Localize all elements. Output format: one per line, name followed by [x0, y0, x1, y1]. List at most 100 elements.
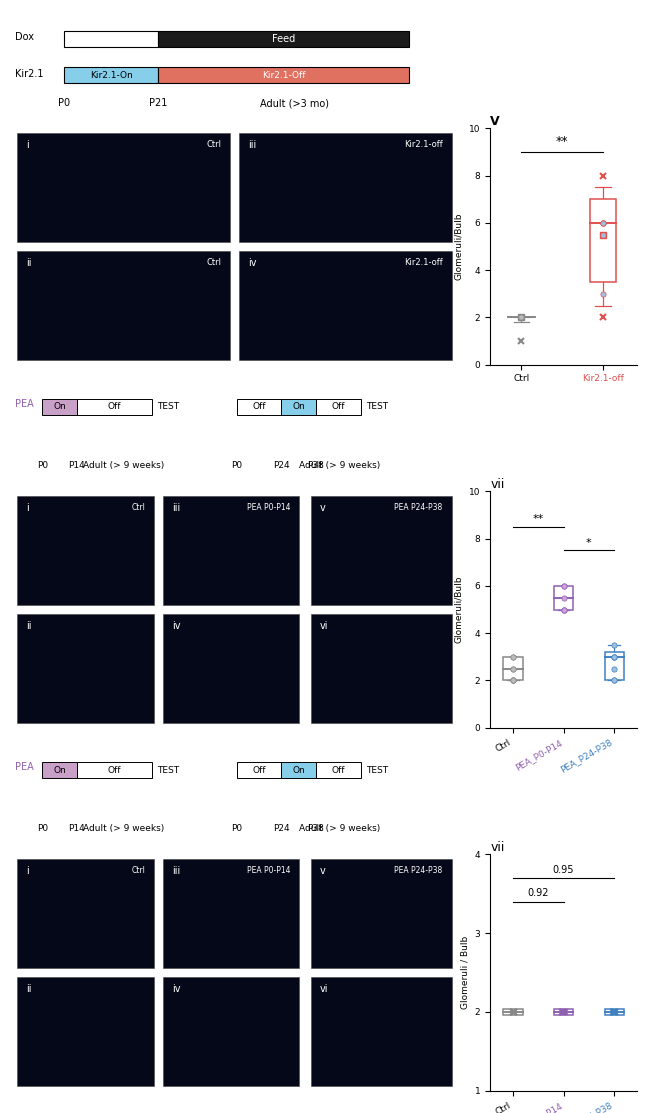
Bar — [503, 657, 523, 680]
Text: Off: Off — [108, 403, 122, 412]
Bar — [604, 1008, 624, 1015]
Bar — [64, 30, 159, 47]
Text: On: On — [292, 766, 305, 775]
Y-axis label: Glomeruli / Bulb: Glomeruli / Bulb — [460, 936, 469, 1009]
Text: iv: iv — [172, 984, 180, 994]
Text: P24: P24 — [273, 461, 290, 471]
Text: P14: P14 — [68, 825, 85, 834]
Text: **: ** — [532, 514, 544, 524]
Text: PEA P0-P14: PEA P0-P14 — [247, 866, 291, 875]
Text: 0.92: 0.92 — [528, 888, 549, 898]
Text: On: On — [53, 403, 66, 412]
Bar — [42, 400, 77, 415]
Text: Off: Off — [332, 403, 345, 412]
Text: vi: vi — [320, 621, 328, 631]
Text: P14: P14 — [68, 461, 85, 471]
Text: Ctrl: Ctrl — [206, 258, 221, 267]
Bar — [281, 400, 316, 415]
Text: TEST: TEST — [366, 403, 388, 412]
Text: P0: P0 — [58, 98, 70, 108]
Text: P0: P0 — [231, 461, 242, 471]
Bar — [64, 67, 159, 83]
Text: Kir2.1-On: Kir2.1-On — [90, 71, 133, 80]
Text: i: i — [27, 866, 29, 876]
Bar — [42, 762, 77, 778]
Bar — [18, 859, 154, 968]
Bar — [554, 1008, 573, 1015]
Text: Ctrl: Ctrl — [131, 503, 145, 512]
Bar — [316, 762, 361, 778]
Text: Off: Off — [252, 766, 266, 775]
Text: 0.95: 0.95 — [553, 865, 575, 875]
Bar — [159, 30, 409, 47]
Text: Kir2.1-off: Kir2.1-off — [404, 140, 443, 149]
Text: Ctrl: Ctrl — [206, 140, 221, 149]
Bar — [18, 134, 230, 242]
Bar — [311, 859, 452, 968]
Bar — [239, 252, 452, 359]
Text: Kir2.1-off: Kir2.1-off — [404, 258, 443, 267]
Text: V: V — [490, 116, 500, 128]
Text: **: ** — [556, 136, 568, 148]
Bar — [163, 614, 300, 723]
Bar — [316, 400, 361, 415]
Text: PEA: PEA — [15, 762, 33, 772]
Text: Dox: Dox — [15, 32, 34, 42]
Text: ii: ii — [27, 258, 32, 268]
Bar — [239, 134, 452, 242]
Text: PEA P24-P38: PEA P24-P38 — [395, 866, 443, 875]
Text: vii: vii — [490, 479, 504, 491]
Bar — [604, 652, 624, 680]
Bar — [163, 977, 300, 1086]
Bar — [554, 585, 573, 610]
Text: P38: P38 — [307, 461, 324, 471]
Bar — [503, 1008, 523, 1015]
Bar — [18, 614, 154, 723]
Text: PEA: PEA — [15, 398, 33, 408]
Y-axis label: Glomeruli/Bulb: Glomeruli/Bulb — [454, 213, 463, 280]
Text: Kir2.1-Off: Kir2.1-Off — [262, 71, 305, 80]
Text: Off: Off — [108, 766, 122, 775]
Bar — [590, 199, 616, 282]
Text: ii: ii — [27, 984, 32, 994]
Text: Kir2.1: Kir2.1 — [15, 69, 44, 79]
Text: P0: P0 — [36, 461, 48, 471]
Text: P21: P21 — [150, 98, 168, 108]
Bar — [237, 400, 281, 415]
Text: PEA P24-P38: PEA P24-P38 — [395, 503, 443, 512]
Text: i: i — [27, 503, 29, 513]
Text: P0: P0 — [36, 825, 48, 834]
Text: *: * — [586, 538, 592, 548]
Text: iv: iv — [172, 621, 180, 631]
Text: iii: iii — [172, 866, 180, 876]
Text: Ctrl: Ctrl — [131, 866, 145, 875]
Bar — [163, 859, 300, 968]
Text: P38: P38 — [307, 825, 324, 834]
Text: ii: ii — [27, 621, 32, 631]
Text: i: i — [27, 140, 29, 150]
Text: TEST: TEST — [157, 403, 179, 412]
Bar — [237, 762, 281, 778]
Text: PEA P0-P14: PEA P0-P14 — [247, 503, 291, 512]
Text: vi: vi — [320, 984, 328, 994]
Bar — [311, 977, 452, 1086]
Bar — [311, 496, 452, 604]
Text: Adult (> 9 weeks): Adult (> 9 weeks) — [300, 461, 381, 471]
Text: v: v — [320, 503, 325, 513]
Bar — [77, 400, 152, 415]
Text: Off: Off — [332, 766, 345, 775]
Bar — [311, 614, 452, 723]
Text: TEST: TEST — [157, 766, 179, 775]
Y-axis label: Glomeruli/Bulb: Glomeruli/Bulb — [454, 575, 463, 643]
Text: Off: Off — [252, 403, 266, 412]
Text: iii: iii — [172, 503, 180, 513]
Text: v: v — [320, 866, 325, 876]
Text: Adult (>3 mo): Adult (>3 mo) — [261, 98, 330, 108]
Text: On: On — [292, 403, 305, 412]
Text: Feed: Feed — [272, 33, 295, 43]
Bar — [281, 762, 316, 778]
Bar — [159, 67, 409, 83]
Text: Adult (> 9 weeks): Adult (> 9 weeks) — [83, 461, 164, 471]
Text: On: On — [53, 766, 66, 775]
Text: P0: P0 — [231, 825, 242, 834]
